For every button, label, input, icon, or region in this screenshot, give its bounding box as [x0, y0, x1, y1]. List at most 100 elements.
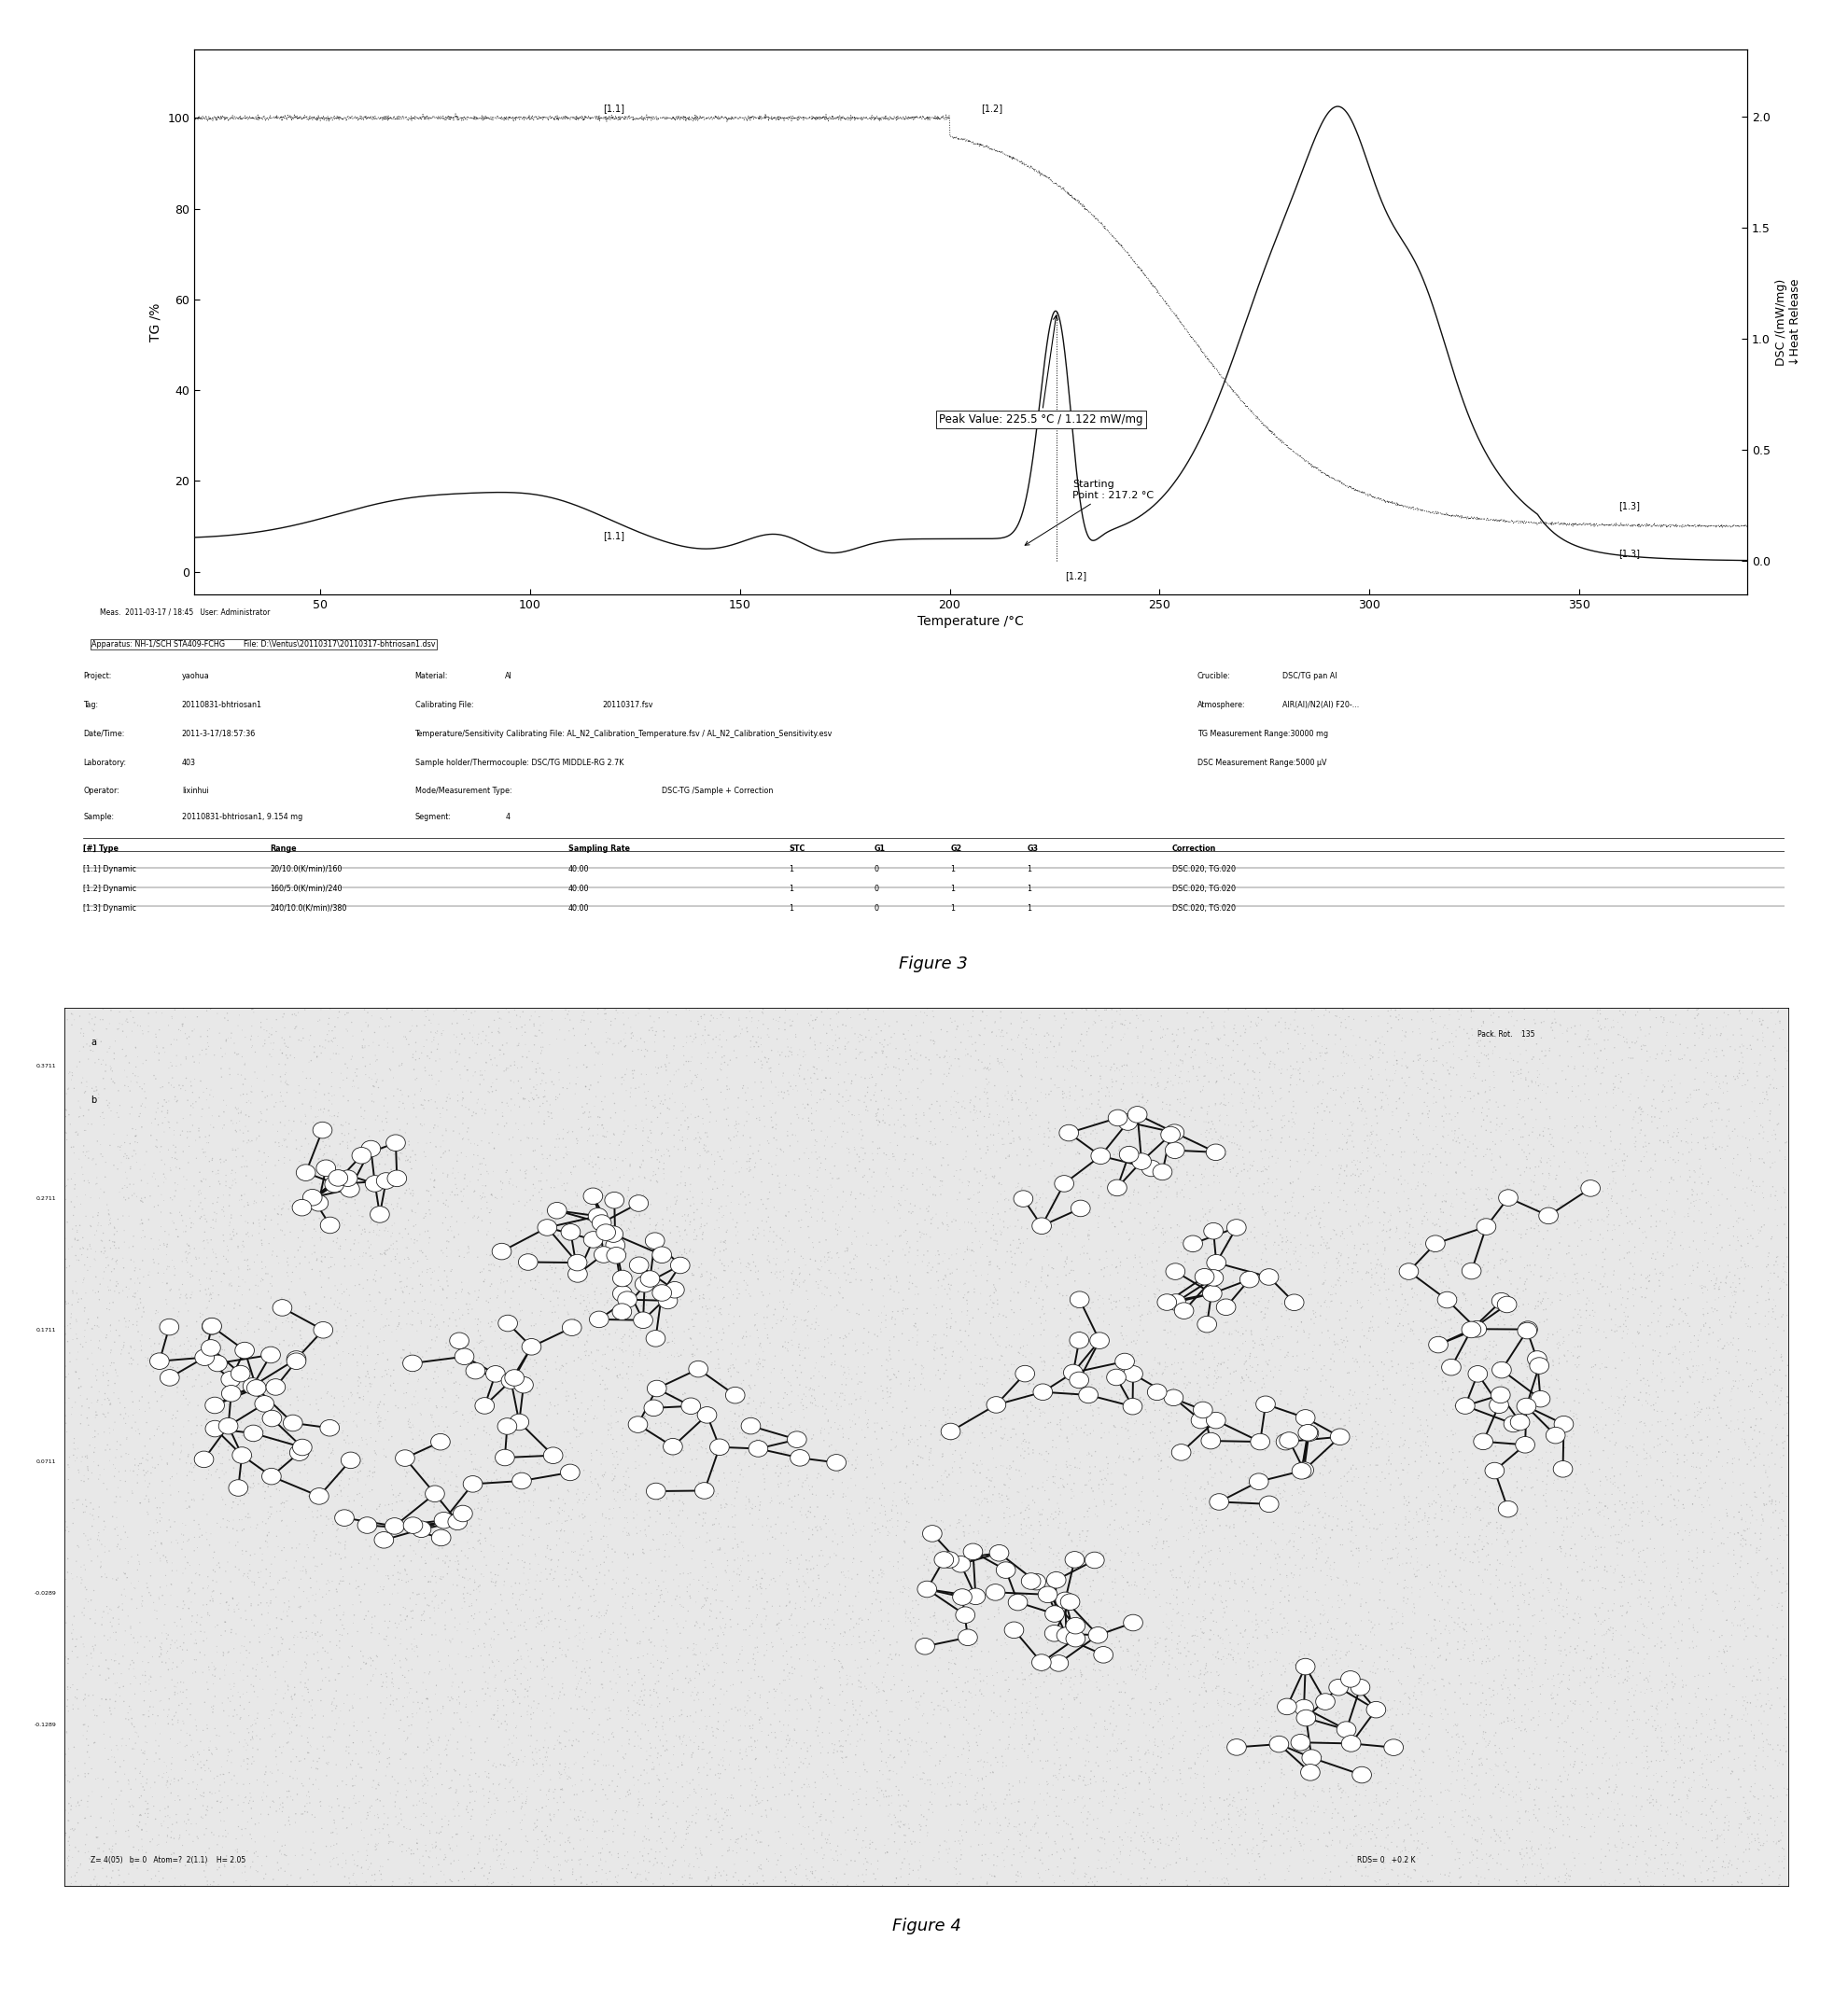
- Point: [553, 1505, 582, 1537]
- Point: [1410, 1641, 1440, 1673]
- Point: [1626, 1737, 1656, 1768]
- Point: [1515, 1519, 1545, 1551]
- Point: [1331, 1038, 1360, 1070]
- Point: [1318, 1756, 1347, 1788]
- Point: [1270, 1251, 1299, 1283]
- Point: [168, 1411, 198, 1443]
- Point: [131, 1621, 161, 1653]
- Point: [1105, 1838, 1135, 1870]
- Point: [809, 1551, 839, 1583]
- Point: [994, 1673, 1024, 1705]
- Point: [1600, 1770, 1630, 1802]
- Point: [1271, 1802, 1301, 1834]
- Point: [1218, 1034, 1247, 1066]
- Point: [1602, 1018, 1632, 1050]
- Point: [780, 1022, 809, 1054]
- Circle shape: [222, 1385, 240, 1401]
- Point: [1458, 1092, 1488, 1124]
- Point: [1336, 1453, 1366, 1485]
- Point: [163, 1086, 192, 1118]
- Point: [1100, 1170, 1129, 1202]
- Point: [1752, 1307, 1781, 1339]
- Point: [739, 1727, 769, 1758]
- Point: [854, 1603, 883, 1635]
- Point: [1674, 1745, 1704, 1776]
- Point: [1127, 1004, 1157, 1036]
- Point: [1488, 1475, 1517, 1507]
- Point: [1168, 1148, 1198, 1180]
- Point: [161, 1214, 190, 1246]
- Point: [105, 1132, 135, 1164]
- Point: [198, 1277, 227, 1309]
- Point: [499, 1385, 529, 1417]
- Point: [1249, 1830, 1279, 1862]
- Point: [1408, 1251, 1438, 1283]
- Point: [1331, 1030, 1360, 1062]
- Point: [1284, 1685, 1314, 1717]
- Point: [1258, 1589, 1288, 1621]
- Point: [1205, 1349, 1234, 1381]
- Point: [1393, 1431, 1423, 1463]
- Point: [1510, 1086, 1539, 1118]
- Point: [447, 1627, 477, 1659]
- Point: [170, 1745, 200, 1776]
- Point: [931, 1307, 961, 1339]
- Point: [1477, 1609, 1506, 1641]
- Point: [251, 1176, 281, 1208]
- Point: [1229, 1447, 1258, 1479]
- Point: [1589, 1032, 1619, 1064]
- Point: [418, 1790, 447, 1822]
- Point: [1506, 1453, 1536, 1485]
- Point: [140, 1164, 170, 1196]
- Point: [1307, 1651, 1336, 1683]
- Point: [1209, 1483, 1238, 1515]
- Point: [534, 1748, 564, 1780]
- Point: [1279, 1238, 1308, 1269]
- Point: [492, 1341, 521, 1373]
- Point: [375, 1743, 405, 1774]
- Point: [312, 1471, 342, 1503]
- Point: [711, 1070, 741, 1102]
- Point: [540, 1257, 569, 1289]
- Point: [1438, 1810, 1467, 1842]
- Point: [1227, 1317, 1257, 1349]
- Point: [277, 1683, 307, 1715]
- Point: [930, 1455, 959, 1487]
- Point: [848, 1120, 878, 1152]
- Point: [1096, 1469, 1125, 1501]
- Point: [784, 1054, 813, 1086]
- Point: [1225, 1068, 1255, 1100]
- Point: [830, 1571, 859, 1603]
- Point: [508, 1477, 538, 1509]
- Point: [128, 1018, 157, 1050]
- Point: [1634, 1786, 1663, 1818]
- Point: [817, 1030, 846, 1062]
- Point: [1142, 1381, 1172, 1413]
- Point: [482, 1281, 512, 1313]
- Point: [70, 1683, 100, 1715]
- Point: [370, 1699, 399, 1731]
- Point: [1611, 1645, 1641, 1677]
- Point: [900, 1271, 930, 1303]
- Point: [344, 1154, 373, 1186]
- Point: [1687, 1748, 1717, 1780]
- Point: [1210, 1633, 1240, 1665]
- Point: [1549, 1848, 1578, 1880]
- Point: [638, 1084, 667, 1116]
- Point: [83, 1210, 113, 1242]
- Point: [52, 1591, 81, 1623]
- Point: [261, 1447, 290, 1479]
- Point: [482, 1108, 512, 1140]
- Point: [987, 1339, 1016, 1371]
- Point: [233, 1253, 262, 1285]
- Point: [290, 1685, 320, 1717]
- Point: [1733, 1138, 1763, 1170]
- Point: [1761, 1673, 1791, 1705]
- Point: [1183, 1315, 1212, 1347]
- Point: [1074, 1214, 1103, 1246]
- Point: [1608, 1561, 1637, 1593]
- Point: [440, 1034, 469, 1066]
- Point: [523, 1503, 553, 1535]
- Point: [924, 1483, 954, 1515]
- Point: [506, 1012, 536, 1044]
